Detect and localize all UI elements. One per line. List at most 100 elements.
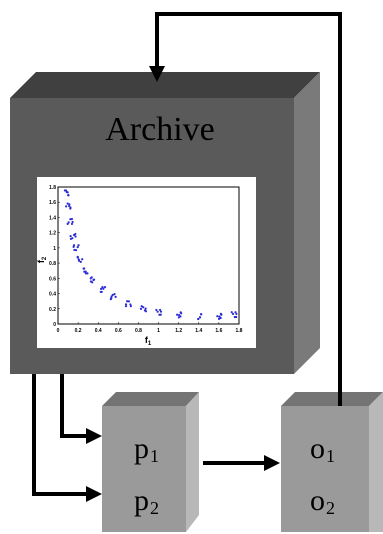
parents-box-side (186, 392, 199, 532)
scatter-point (124, 305, 128, 308)
offspring-box-side (369, 392, 383, 532)
scatter-point (72, 233, 76, 237)
scatter-point (216, 315, 219, 318)
y-tick-label: 1.6 (49, 200, 56, 206)
x-tick-label: 1.8 (236, 328, 243, 334)
y-tick-label: 1 (53, 246, 56, 252)
offspring-box (281, 392, 383, 532)
x-tick-label: 0.8 (135, 328, 142, 334)
archive-to-p2-arrow (32, 374, 102, 502)
y-tick-labels: 0 0.2 0.4 0.6 0.8 1 1.2 1.4 1.6 1.8 (49, 185, 60, 328)
parents-labels: p1 p2 (134, 423, 159, 527)
scatter-point (177, 316, 180, 319)
scatter-point (102, 287, 105, 290)
offspring-box-top (281, 392, 383, 406)
scatter-point (69, 237, 73, 241)
offspring-label-1: o1 (310, 432, 335, 466)
scatter-point (76, 255, 79, 258)
scatter-point (158, 308, 162, 312)
y-axis-label: f2 (36, 256, 48, 263)
scatter-point (140, 305, 143, 308)
offspring-label-2: o2 (310, 484, 335, 518)
scatter-point (100, 290, 103, 293)
scatter-point (76, 245, 79, 249)
x-tick-labels: 0 0.2 0.4 0.6 0.8 1 1.2 1.4 1.6 1.8 (57, 322, 243, 334)
x-tick-label: 0.2 (75, 328, 82, 334)
scatter-point (126, 300, 129, 303)
y-tick-label: 1.2 (49, 231, 56, 237)
parents-to-offspring-arrow (203, 455, 280, 471)
scatter-point (66, 222, 69, 225)
scatter-point (101, 285, 104, 289)
scatter-point (178, 313, 181, 317)
x-tick-label: 1.2 (175, 328, 182, 334)
scatter-point (86, 272, 89, 275)
scatter-point (77, 244, 80, 247)
y-tick-label: 1.8 (49, 185, 56, 191)
scatter-point (156, 310, 159, 313)
scatter-point (83, 270, 86, 273)
feedback-arrow (149, 12, 342, 406)
scatter-point (155, 308, 158, 312)
scatter-point (219, 316, 222, 320)
scatter-point (139, 307, 143, 311)
archive-to-p1-arrow (60, 374, 102, 444)
scatter-point (111, 293, 114, 297)
scatter-point (63, 189, 67, 192)
scatter-point (67, 221, 70, 224)
archive-box-top (10, 72, 320, 98)
scatter-point (72, 244, 76, 247)
scatter-point (110, 295, 113, 298)
scatter-point (69, 206, 72, 209)
x-tick-label: 0.4 (95, 328, 102, 334)
scatter-point (217, 317, 221, 320)
scatter-point (81, 258, 84, 261)
parents-box (102, 392, 199, 532)
scatter-point (69, 218, 72, 221)
y-tick-label: 0.6 (49, 276, 56, 282)
x-tick-label: 1 (157, 328, 160, 334)
y-tick-label: 0.2 (49, 307, 56, 313)
scatter-point (129, 303, 132, 306)
y-tick-label: 0.4 (49, 292, 56, 298)
offspring-labels: o1 o2 (310, 423, 335, 527)
scatter-point (144, 310, 148, 313)
scatter-point (144, 307, 147, 310)
plot-background (37, 177, 256, 348)
scatter-point (114, 295, 117, 298)
scatter-point (91, 281, 94, 284)
y-tick-label: 0 (53, 322, 56, 328)
parents-box-top (102, 392, 199, 406)
scatter-point (67, 194, 70, 197)
scatter-point (74, 235, 77, 238)
scatter-point (66, 202, 69, 205)
scatter-point (89, 277, 92, 280)
scatter-points (63, 189, 238, 321)
parent-label-1: p1 (134, 432, 159, 466)
x-tick-label: 0.6 (115, 328, 122, 334)
scatter-point (235, 312, 238, 316)
scatter-point (220, 313, 223, 316)
scatter-point (70, 222, 74, 226)
scatter-point (159, 313, 162, 316)
scatter-point (142, 306, 145, 309)
scatter-point (68, 203, 71, 206)
x-tick-label: 1.4 (195, 328, 202, 334)
y-tick-label: 1.4 (49, 215, 56, 221)
scatter-point (77, 258, 80, 261)
scatter-point (127, 300, 130, 303)
scatter-point (79, 260, 82, 263)
plot-axes-box (57, 186, 240, 325)
x-tick-label: 1.6 (215, 328, 222, 334)
scatter-point (200, 313, 203, 316)
offspring-box-front (281, 406, 369, 532)
scatter-point (65, 190, 68, 194)
scatter-point (99, 287, 103, 291)
parents-box-front (102, 406, 186, 532)
scatter-point (113, 293, 116, 296)
scatter-point (84, 272, 88, 275)
archive-title: Archive (105, 111, 215, 148)
scatter-point (110, 297, 113, 300)
scatter-point (129, 305, 132, 308)
